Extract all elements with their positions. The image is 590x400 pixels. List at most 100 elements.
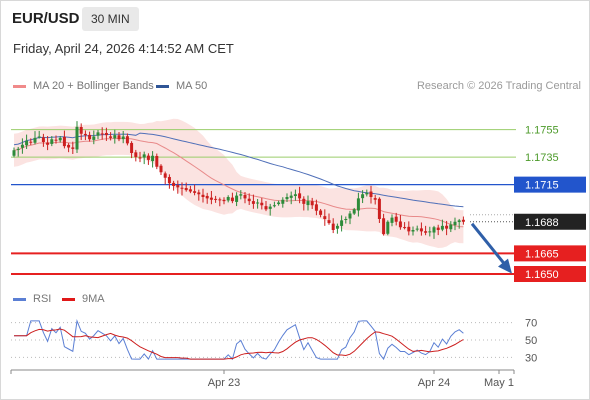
legend-rsi-label: RSI bbox=[33, 293, 52, 305]
candle-body bbox=[272, 205, 276, 207]
candle-body bbox=[407, 226, 411, 232]
candle-body bbox=[167, 176, 171, 184]
candle-body bbox=[277, 202, 281, 205]
candle-body bbox=[264, 206, 268, 210]
pivot-label: 1.1715 bbox=[525, 180, 559, 192]
candle-body bbox=[146, 155, 150, 160]
candle-body bbox=[130, 142, 134, 153]
last-price-label: 1.1688 bbox=[525, 217, 559, 229]
candle-body bbox=[365, 192, 369, 195]
candle-body bbox=[79, 127, 83, 134]
candle-body bbox=[46, 142, 50, 145]
legend-ma20: MA 20 + Bollinger Bands bbox=[13, 80, 154, 92]
candle-body bbox=[344, 219, 348, 220]
candle-body bbox=[222, 199, 226, 202]
candle-body bbox=[243, 195, 247, 199]
resistance-label: 1.1755 bbox=[525, 125, 559, 137]
candle-body bbox=[184, 188, 188, 191]
candle-body bbox=[121, 136, 125, 140]
candle-body bbox=[62, 136, 66, 147]
candle-body bbox=[109, 136, 113, 138]
candle-body bbox=[306, 201, 310, 206]
candle-body bbox=[197, 192, 201, 195]
candle-body bbox=[163, 173, 167, 178]
candle-body bbox=[382, 218, 386, 235]
rsi-tick-label: 30 bbox=[525, 352, 537, 364]
candle-body bbox=[289, 195, 293, 198]
candle-body bbox=[180, 187, 184, 189]
candle-body bbox=[104, 132, 108, 136]
candle-body bbox=[100, 133, 104, 135]
candle-body bbox=[335, 225, 339, 229]
candle-body bbox=[348, 213, 352, 219]
candle-body bbox=[138, 157, 142, 159]
support-tag bbox=[514, 245, 586, 262]
candle-body bbox=[247, 198, 251, 202]
candle-body bbox=[424, 231, 428, 233]
candle-body bbox=[449, 224, 453, 230]
candle-body bbox=[12, 150, 16, 156]
candle-body bbox=[373, 198, 377, 200]
rsi-tick-label: 50 bbox=[525, 335, 537, 347]
candle-body bbox=[41, 137, 45, 142]
candle-body bbox=[356, 198, 360, 211]
ma9-swatch-icon bbox=[62, 297, 75, 301]
time-tick-label: Apr 24 bbox=[418, 377, 450, 389]
candle-body bbox=[415, 228, 419, 230]
candle-body bbox=[314, 204, 318, 211]
candle-body bbox=[134, 152, 138, 158]
candle-body bbox=[461, 219, 465, 222]
legend-9ma: 9MA bbox=[62, 293, 105, 305]
rsi-line bbox=[14, 318, 464, 361]
candle-body bbox=[239, 194, 243, 196]
candle-body bbox=[176, 185, 180, 188]
candle-body bbox=[285, 197, 289, 200]
support-label: 1.1650 bbox=[525, 269, 559, 281]
legend-ma50: MA 50 bbox=[156, 80, 207, 92]
candle-body bbox=[155, 156, 159, 167]
candle-body bbox=[310, 201, 314, 206]
candle-body bbox=[419, 228, 423, 232]
candle-body bbox=[428, 231, 432, 233]
support-label: 1.1665 bbox=[525, 248, 559, 260]
resistance-label: 1.1735 bbox=[525, 152, 559, 164]
ma20-swatch-icon bbox=[13, 84, 26, 88]
candle-body bbox=[319, 210, 323, 215]
candle-body bbox=[58, 137, 62, 141]
candle-body bbox=[256, 202, 260, 204]
legend-9ma-label: 9MA bbox=[82, 293, 105, 305]
candle-body bbox=[445, 225, 449, 229]
candle-body bbox=[29, 141, 33, 143]
candle-body bbox=[436, 227, 440, 230]
timeframe-badge[interactable]: 30 MIN bbox=[82, 7, 139, 31]
candle-body bbox=[361, 194, 365, 199]
candle-body bbox=[92, 136, 96, 140]
candle-body bbox=[331, 223, 335, 230]
candle-body bbox=[142, 154, 146, 158]
candle-body bbox=[398, 221, 402, 228]
legend-rsi: RSI bbox=[13, 293, 51, 305]
candle-body bbox=[369, 191, 373, 197]
candle-body bbox=[226, 197, 230, 201]
candle-body bbox=[214, 198, 218, 200]
candle-body bbox=[440, 225, 444, 230]
rsi-tick-label: 70 bbox=[525, 318, 537, 330]
candle-body bbox=[113, 135, 117, 139]
candle-body bbox=[20, 144, 24, 148]
research-credit: Research © 2026 Trading Central bbox=[416, 80, 581, 92]
candle-body bbox=[390, 217, 394, 223]
rsi-ma-line bbox=[14, 328, 464, 360]
candle-body bbox=[327, 220, 331, 224]
forecast-arrow-shaft bbox=[470, 222, 507, 266]
candle-body bbox=[218, 199, 222, 201]
candle-body bbox=[33, 137, 37, 143]
candle-body bbox=[209, 197, 213, 200]
candle-body bbox=[88, 134, 92, 140]
candle-body bbox=[235, 195, 239, 202]
candle-body bbox=[251, 201, 255, 204]
candle-body bbox=[298, 193, 302, 199]
candle-body bbox=[457, 220, 461, 223]
forecast-arrow-head-icon bbox=[498, 258, 512, 274]
chart-header: EUR/USD 30 MIN bbox=[0, 0, 590, 36]
candle-body bbox=[37, 136, 41, 138]
